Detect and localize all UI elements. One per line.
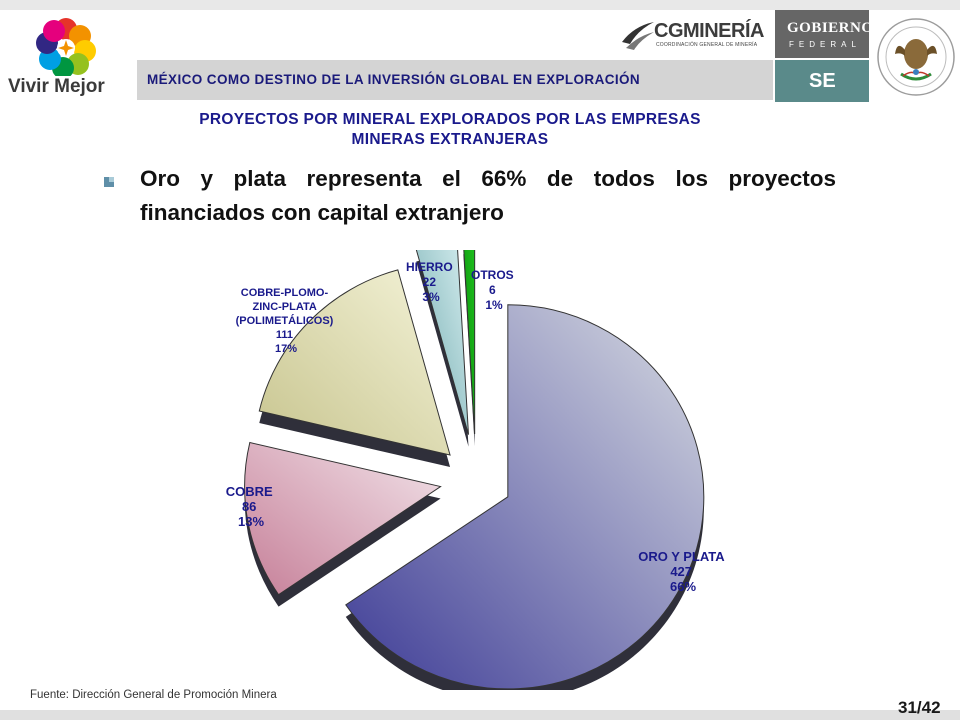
label-cobre: COBRE 86 13%: [226, 484, 277, 529]
label-polimetalicos-percent: 17%: [275, 343, 297, 355]
label-hierro-percent: 3%: [422, 290, 440, 304]
slide-title-line1: PROYECTOS POR MINERAL EXPLORADOS POR LAS…: [199, 111, 701, 128]
top-strip: [0, 0, 960, 10]
pie-slice-cobre: [244, 441, 442, 596]
headline-text: Oro y plata representa el 66% de todos l…: [140, 166, 836, 225]
slide-title-line2: MINERAS EXTRANJERAS: [351, 131, 549, 148]
brand-caption: Vivir Mejor: [8, 76, 105, 97]
national-seal-icon: [877, 18, 955, 96]
pie-slice-polimetalicos: [258, 269, 451, 456]
label-otros-name: OTROS: [471, 268, 514, 282]
label-hierro-value: 22: [423, 275, 437, 289]
label-cobre-value: 86: [242, 499, 256, 514]
pie-slice-oro-plata: [345, 304, 705, 690]
swoosh-icon: [622, 22, 654, 50]
label-oro-plata: ORO Y PLATA 427 66%: [638, 549, 728, 594]
cgmineria-logo: CGMINERÍA COORDINACIÓN GENERAL DE MINERÍ…: [620, 18, 770, 52]
label-polimetalicos-value: 111: [276, 329, 293, 341]
pie-chart: ORO Y PLATA 427 66% COBRE 86 13% COBRE-P…: [226, 250, 728, 690]
label-polimetalicos-name-2: ZINC-PLATA: [252, 301, 316, 313]
gobierno-sub: FEDERAL: [789, 40, 861, 49]
gobierno-title: GOBIERNO: [787, 20, 874, 36]
label-oro-plata-value: 427: [670, 564, 692, 579]
bullet-icon: [104, 177, 114, 187]
gobierno-federal-logo: GOBIERNO FEDERAL: [775, 10, 873, 58]
label-hierro: HIERRO 22 3%: [406, 260, 456, 304]
label-otros-value: 6: [489, 283, 496, 297]
label-polimetalicos-name-1: COBRE-PLOMO-: [241, 287, 329, 299]
slide-title: PROYECTOS POR MINERAL EXPLORADOS POR LAS…: [100, 110, 800, 150]
cgmineria-word: CGMINERÍA: [654, 20, 764, 42]
bottom-strip: [0, 710, 960, 720]
label-oro-plata-percent: 66%: [670, 579, 696, 594]
pie-slice-otros: [463, 250, 476, 435]
label-polimetalicos-name-3: (POLIMETÁLICOS): [236, 314, 334, 327]
source-note: Fuente: Dirección General de Promoción M…: [30, 689, 277, 701]
flower-icon: [36, 18, 96, 79]
label-cobre-percent: 13%: [238, 514, 264, 529]
page-number: 31/42: [898, 698, 941, 717]
label-oro-plata-name: ORO Y PLATA: [638, 549, 725, 564]
banner-title: MÉXICO COMO DESTINO DE LA INVERSIÓN GLOB…: [147, 72, 641, 87]
cgmineria-sub: COORDINACIÓN GENERAL DE MINERÍA: [656, 42, 758, 48]
label-otros: OTROS 6 1%: [471, 268, 517, 312]
se-text: SE: [809, 70, 836, 92]
vivir-mejor-logo: Vivir Mejor: [0, 10, 135, 102]
label-polimetalicos: COBRE-PLOMO- ZINC-PLATA (POLIMETÁLICOS) …: [236, 287, 337, 355]
label-cobre-name: COBRE: [226, 484, 273, 499]
pie-slice-hierro: [415, 250, 469, 435]
label-hierro-name: HIERRO: [406, 260, 453, 274]
se-logo: SE: [775, 60, 869, 102]
header-banner: MÉXICO COMO DESTINO DE LA INVERSIÓN GLOB…: [137, 60, 773, 100]
label-otros-percent: 1%: [485, 298, 503, 312]
